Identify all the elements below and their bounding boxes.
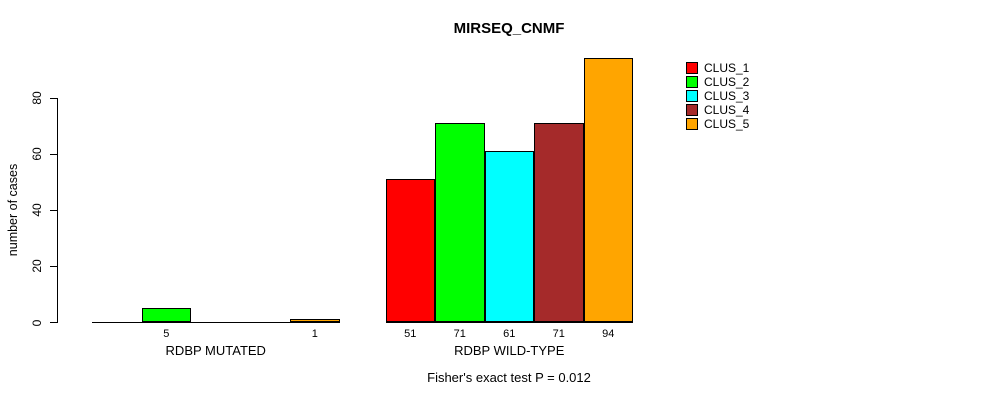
annotation-text: Fisher's exact test P = 0.012 (427, 370, 591, 385)
y-axis-tick (50, 322, 57, 323)
bar-value-label: 94 (602, 328, 615, 340)
chart-title: MIRSEQ_CNMF (453, 20, 565, 37)
bar-value-label: 71 (552, 328, 565, 340)
y-axis-tick (50, 265, 57, 267)
legend-row: CLUS_3 (686, 89, 749, 103)
y-axis-tick-label: 80 (30, 91, 44, 105)
y-axis-tick-label: 40 (30, 203, 44, 217)
legend-swatch-icon (686, 118, 698, 130)
legend: CLUS_1 CLUS_2 CLUS_3 CLUS_4 CLUS_5 (686, 61, 749, 131)
y-axis-tick (50, 209, 57, 211)
bar-value-label: 71 (453, 328, 466, 340)
bar-clus_1-2 (385, 178, 435, 322)
legend-row: CLUS_1 (686, 61, 749, 75)
x-axis-group-label: RDBP WILD-TYPE (454, 343, 565, 358)
bar-clus_3-2 (484, 150, 534, 322)
y-axis-line (57, 97, 58, 323)
bar-clus_2-2 (435, 122, 485, 322)
y-axis-tick-label: 60 (30, 147, 44, 161)
legend-row: CLUS_5 (686, 117, 749, 131)
legend-label: CLUS_3 (704, 89, 750, 103)
y-axis-tick (50, 153, 57, 155)
legend-label: CLUS_2 (704, 75, 750, 89)
legend-label: CLUS_5 (704, 117, 750, 131)
bar-value-label: 51 (404, 328, 417, 340)
y-axis-tick (50, 97, 57, 99)
x-axis-baseline (385, 322, 633, 323)
legend-swatch-icon (686, 62, 698, 74)
legend-label: CLUS_4 (704, 103, 750, 117)
legend-swatch-icon (686, 76, 698, 88)
bar-value-label: 1 (311, 328, 318, 340)
y-axis-tick-label: 0 (30, 319, 44, 326)
legend-swatch-icon (686, 104, 698, 116)
legend-row: CLUS_4 (686, 103, 749, 117)
bar-clus_2-1 (141, 307, 191, 322)
bar-value-label: 61 (503, 328, 516, 340)
y-axis-tick-label: 20 (30, 259, 44, 274)
legend-row: CLUS_2 (686, 75, 749, 89)
y-axis-label: number of cases (6, 163, 20, 257)
bar-clus_4-2 (534, 122, 584, 322)
bar-clus_5-2 (583, 58, 633, 322)
bar-clus_5-1 (290, 319, 340, 322)
x-axis-group-label: RDBP MUTATED (165, 343, 266, 358)
bar-value-label: 5 (163, 328, 170, 340)
legend-label: CLUS_1 (704, 61, 750, 75)
x-axis-baseline (92, 322, 340, 323)
legend-swatch-icon (686, 90, 698, 102)
